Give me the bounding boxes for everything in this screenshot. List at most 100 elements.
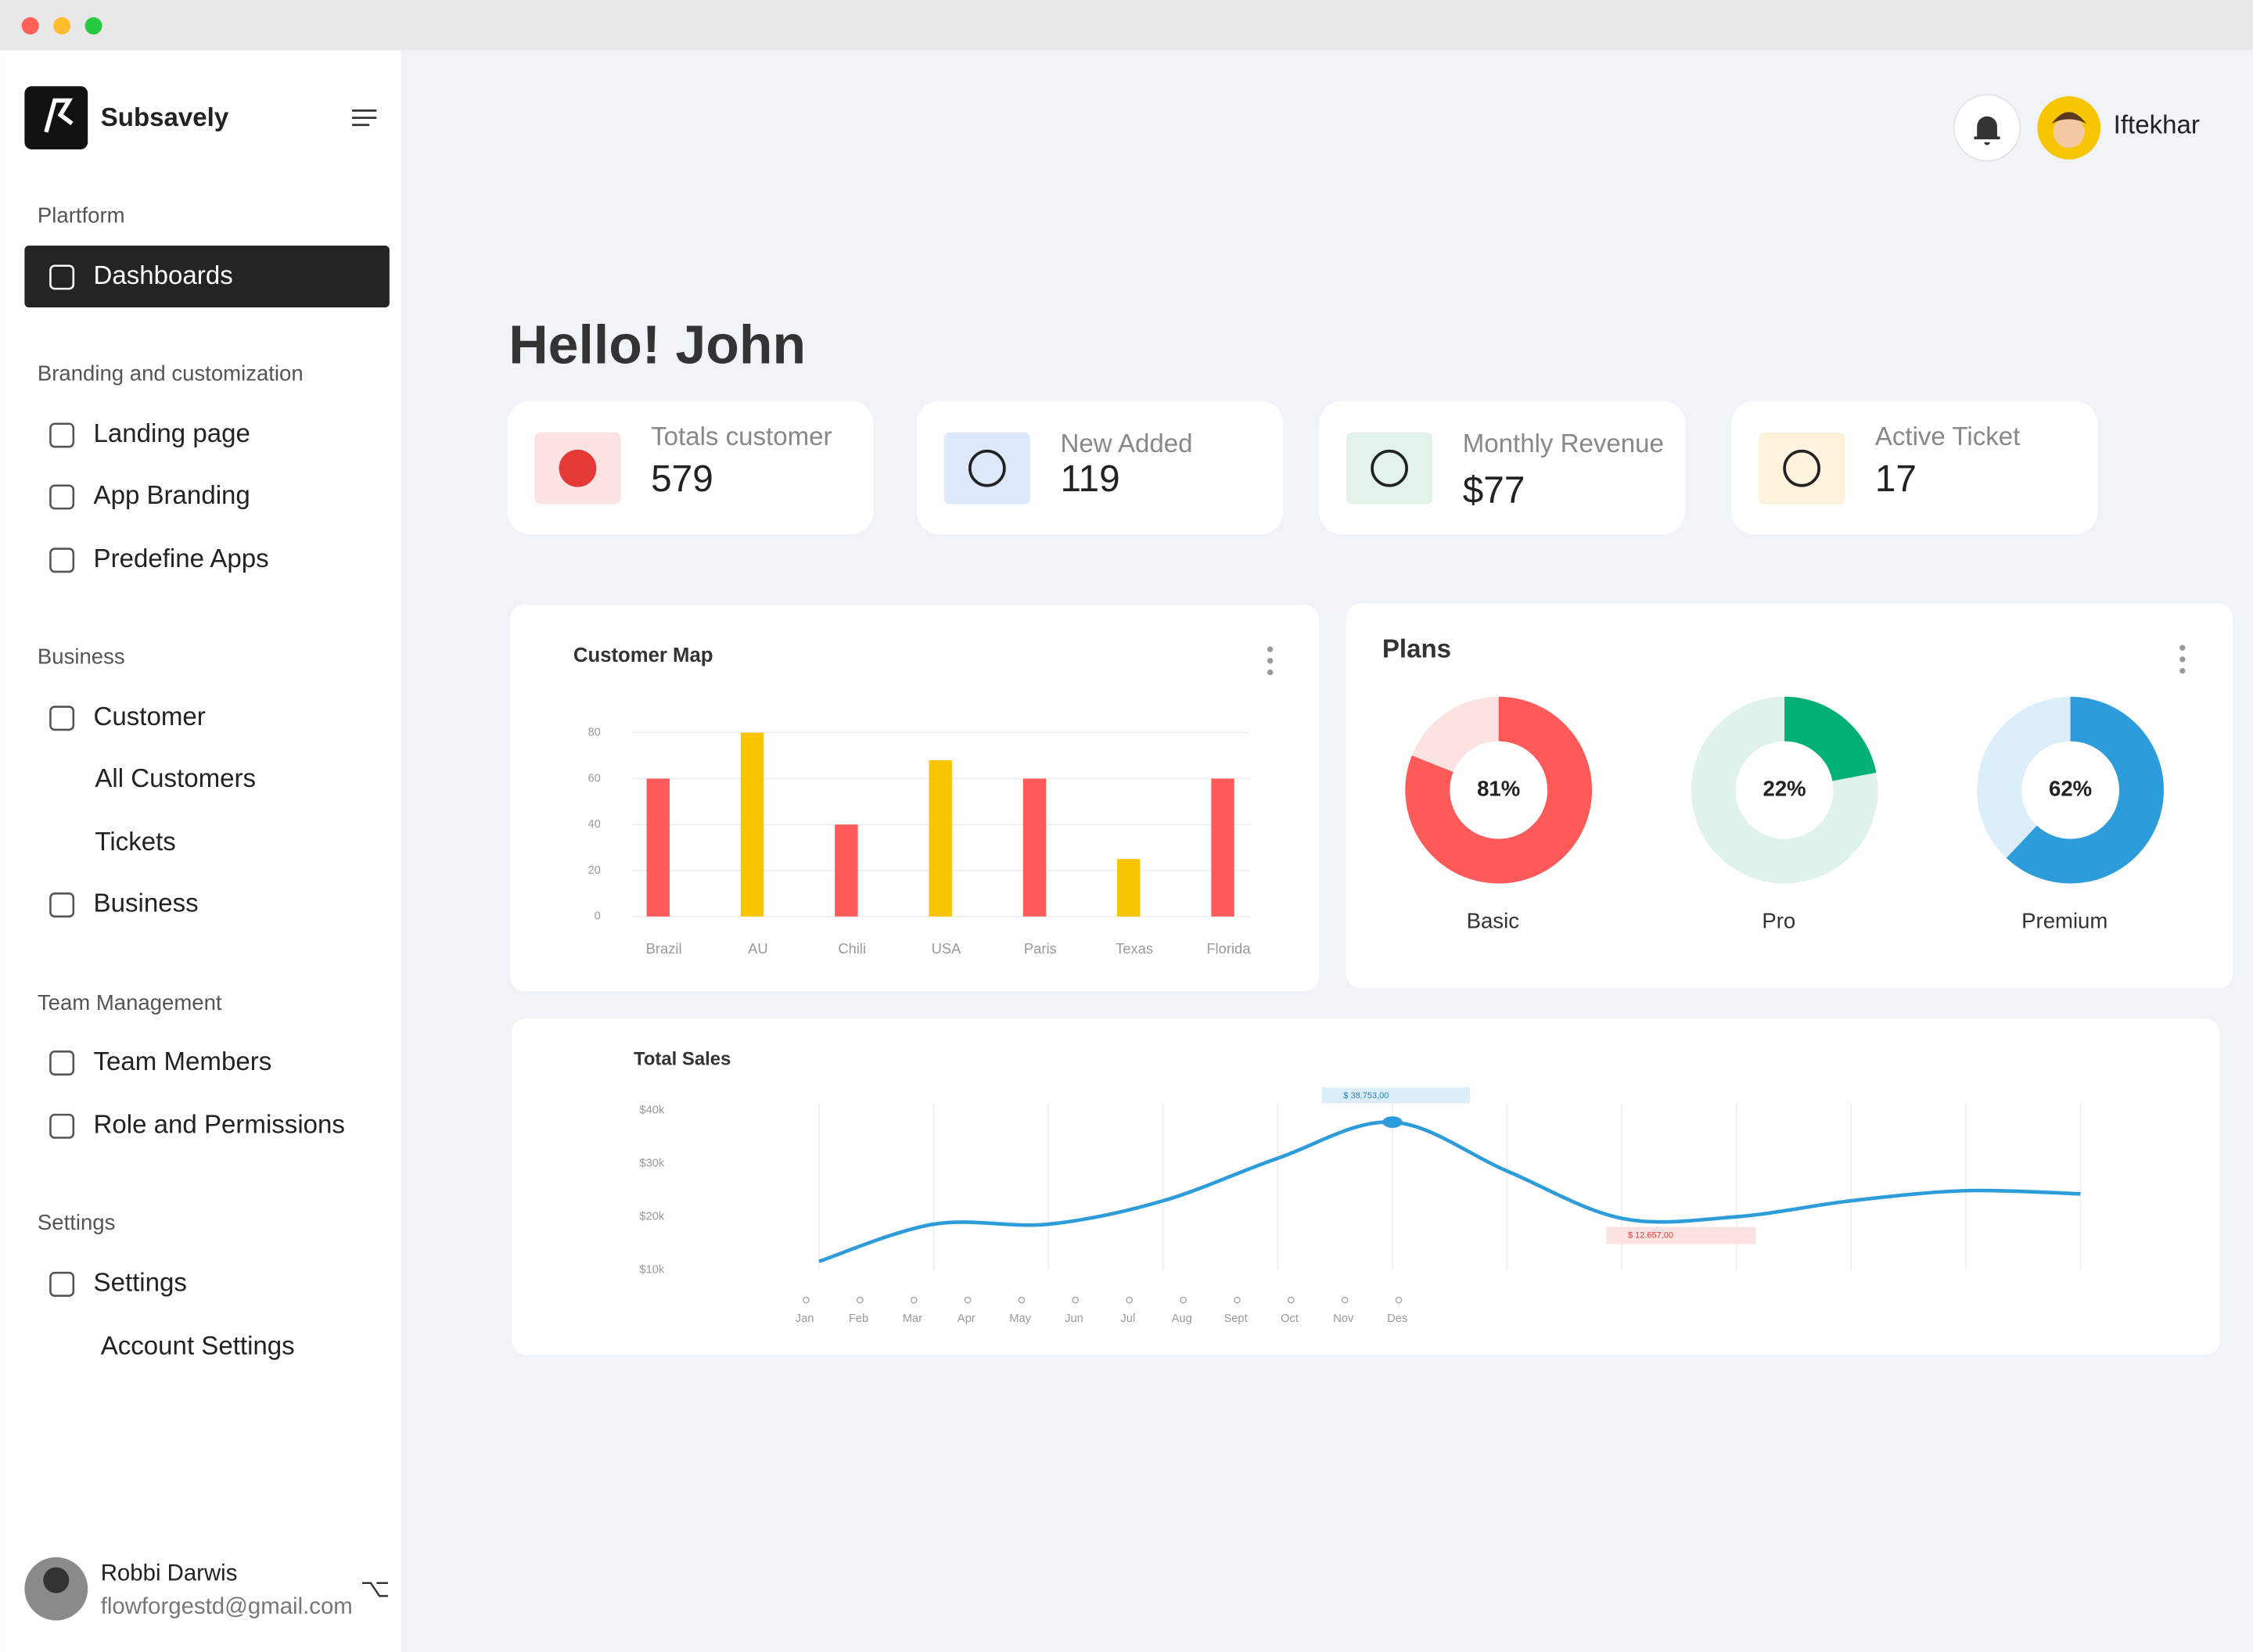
nav-item[interactable]: Team Members [94,1047,272,1076]
nav-icon [49,892,75,918]
menu-toggle[interactable] [352,110,377,127]
stat-label: Active Ticket [1875,422,2020,451]
nav-item[interactable]: Business [94,889,199,918]
chart-title: Total Sales [634,1049,731,1070]
y-tick-label: 80 [588,727,600,739]
x-tick-label: Apr [958,1313,976,1325]
annotation: $ 38.753,00 [1343,1091,1389,1101]
greeting: Hello! John [508,314,806,375]
bar [646,778,670,917]
y-tick-label: $40k [639,1104,665,1117]
close-button[interactable] [21,17,39,35]
x-tick-label: AU [748,940,768,957]
donut-segment [1691,696,1878,884]
nav-item[interactable]: Dashboards [94,261,233,290]
x-tick-label: Jul [1120,1313,1135,1325]
x-tick-dot [1072,1296,1080,1304]
stat-icon [1371,449,1408,487]
x-tick-label: Aug [1172,1313,1192,1325]
bar [1211,778,1234,917]
donut-category: Pro [1762,908,1795,932]
section-title: Branding and customization [38,361,304,386]
stat-value: 579 [651,458,713,500]
y-tick-label: 20 [588,864,600,877]
nav-icon [49,706,75,731]
x-tick-label: Des [1387,1313,1407,1325]
x-tick-label: Jun [1065,1313,1083,1325]
nav-item[interactable]: Account Settings [101,1331,295,1360]
x-tick-dot [1180,1296,1187,1304]
x-tick-label: Mar [903,1313,922,1325]
nav-item[interactable]: Settings [94,1269,187,1298]
nav-item[interactable]: Predefine Apps [94,544,269,573]
x-tick-dot [1234,1296,1241,1304]
stat-icon [968,449,1006,487]
x-tick-label: Oct [1281,1313,1299,1325]
stat-label: Totals customer [651,422,832,451]
stat-value: 17 [1875,458,1917,500]
bell-icon [1974,116,2000,145]
donut-label: 81% [1477,776,1520,800]
donut-center [2022,742,2118,838]
zoom-button[interactable] [84,17,102,35]
y-tick-label: 0 [595,910,601,923]
nav-icon [49,1113,75,1139]
x-tick-label: Feb [849,1313,868,1325]
nav-item[interactable]: Landing page [94,419,250,448]
more-menu[interactable] [1267,646,1274,676]
x-tick-dot [1341,1296,1349,1304]
section-title: Settings [38,1210,115,1234]
donut-category: Premium [2021,908,2107,932]
user-name: Robbi Darwis [101,1560,238,1586]
user-email: flowforgestd@gmail.com [101,1593,353,1619]
nav-item[interactable]: Role and Permissions [94,1111,345,1140]
stat-label: New Added [1061,429,1193,458]
user-avatar-face [43,1567,70,1593]
x-tick-label: Brazil [646,940,682,957]
header-user: Iftekhar [2114,110,2200,139]
bar [835,824,858,917]
x-tick-label: Paris [1024,940,1057,957]
stat-icon [1783,449,1821,487]
stat-label: Monthly Revenue [1463,429,1664,458]
peak-dot [1382,1116,1403,1128]
nav-icon [49,1271,75,1297]
bar [740,732,764,917]
y-tick-label: $20k [639,1210,665,1223]
user-menu[interactable] [361,1582,389,1597]
bar [1117,859,1141,917]
x-tick-label: USA [932,940,962,957]
more-menu[interactable] [2179,645,2186,674]
section-title: Business [38,644,125,668]
donut-segment [1977,696,2164,884]
x-tick-dot [1395,1296,1403,1304]
donut-center [1737,742,1832,838]
x-tick-dot [910,1296,918,1304]
stat-icon-box [943,432,1030,505]
x-tick-dot [1287,1296,1295,1304]
bar [1022,778,1047,917]
app-name: Subsavely [101,103,229,132]
annotation-box [1606,1226,1756,1244]
nav-item[interactable]: All Customers [95,764,256,793]
x-tick-label: Jan [796,1313,814,1325]
nav-item[interactable]: Tickets [95,828,175,857]
y-tick-label: $30k [639,1157,665,1169]
x-tick-dot [964,1296,972,1304]
section-title: Plartform [38,203,125,228]
x-tick-dot [1126,1296,1134,1304]
y-tick-label: 40 [588,818,600,831]
y-tick-label: 60 [588,772,600,785]
nav-item[interactable]: App Branding [94,481,250,510]
nav-item[interactable]: Customer [94,702,206,731]
nav-icon [49,484,75,510]
donut-category: Basic [1467,908,1520,932]
sidebar [0,50,401,1652]
x-tick-label: May [1009,1313,1031,1325]
minimize-button[interactable] [53,17,71,35]
x-tick-label: Florida [1206,940,1251,957]
total-sales-card [511,1018,2220,1355]
customer-map-card [510,605,1320,992]
